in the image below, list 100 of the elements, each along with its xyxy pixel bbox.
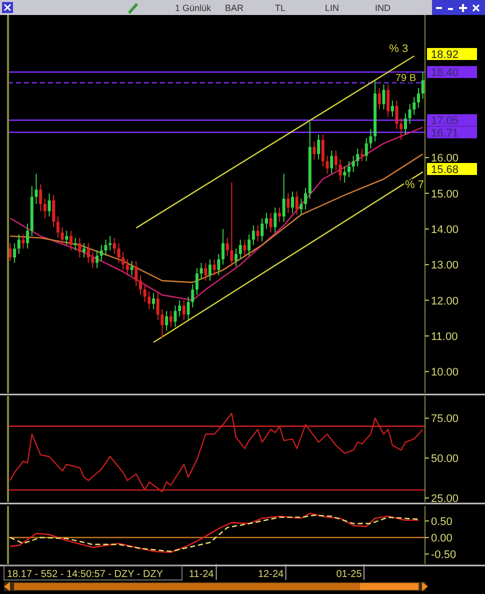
y-tick-label: 10.00 <box>431 366 459 379</box>
candlestick <box>364 138 368 162</box>
candlestick <box>152 292 156 310</box>
candlestick <box>252 224 255 246</box>
candlestick <box>400 118 403 140</box>
y-tick-label: -0.50 <box>431 549 456 562</box>
line-series <box>10 153 424 284</box>
candlestick <box>82 242 86 258</box>
candlestick <box>356 148 360 168</box>
candlestick <box>222 228 225 266</box>
candlestick <box>248 234 251 256</box>
candlestick <box>282 173 286 222</box>
candlestick <box>226 237 229 256</box>
candlestick <box>34 173 38 204</box>
text: IND <box>375 3 391 13</box>
ref-line-label: 79 B <box>395 72 416 84</box>
candlestick <box>91 252 94 269</box>
candlestick <box>191 284 194 308</box>
candlestick <box>169 310 172 328</box>
candlestick <box>26 223 30 250</box>
candlestick <box>65 230 68 246</box>
candlestick <box>269 212 272 234</box>
candlestick <box>412 96 416 116</box>
candlestick <box>143 284 146 303</box>
candlestick <box>212 258 216 276</box>
text: BAR <box>225 3 244 13</box>
candlestick <box>126 258 129 276</box>
candlestick <box>238 239 242 260</box>
candlestick <box>208 258 212 282</box>
text: 18.17 - 552 - 14:50:57 - DZY - DZY <box>7 569 164 580</box>
candlestick <box>17 234 20 254</box>
candlestick <box>278 207 281 222</box>
candlestick <box>264 212 268 230</box>
y-tick-label: 16.00 <box>431 152 459 165</box>
x-tick-label: 12-24 <box>258 569 284 580</box>
text: 18.92 <box>431 49 459 61</box>
candlestick <box>200 262 203 280</box>
candlestick <box>260 218 264 242</box>
line-series <box>10 126 424 301</box>
x-tick-label: 11-24 <box>188 569 214 580</box>
candlestick <box>130 260 134 276</box>
candlestick <box>186 296 190 320</box>
candlestick <box>182 300 186 320</box>
candlestick <box>74 237 77 251</box>
candlestick <box>148 290 151 310</box>
candlestick <box>330 150 334 174</box>
text: LIN <box>325 3 340 13</box>
candlestick <box>165 310 168 332</box>
candlestick <box>304 187 308 210</box>
x-tick-label: 01-25 <box>336 569 362 580</box>
candlestick <box>96 250 99 269</box>
ref-line-label: 16.71 <box>431 127 459 140</box>
candlestick <box>386 84 390 118</box>
y-tick-label: 15.00 <box>431 188 459 200</box>
text: TL <box>275 3 286 13</box>
candlestick <box>78 237 82 258</box>
candlestick <box>382 84 386 110</box>
y-tick-label: 25.00 <box>431 493 459 506</box>
candlestick <box>48 192 51 217</box>
candlestick <box>22 234 25 250</box>
candlestick <box>56 216 60 238</box>
candlestick <box>321 134 324 168</box>
candlestick <box>43 198 46 219</box>
candlestick <box>395 100 398 130</box>
text: 1 Günlük <box>175 3 212 13</box>
y-tick-label: 50.00 <box>431 453 459 466</box>
candlestick <box>291 191 294 214</box>
candlestick <box>274 207 277 234</box>
candlestick <box>112 237 116 254</box>
candlestick <box>421 72 424 100</box>
y-tick-label: 0.00 <box>431 532 452 544</box>
candlestick <box>117 242 120 264</box>
candlestick <box>408 104 412 124</box>
candlestick <box>326 155 329 174</box>
candlestick <box>178 300 182 317</box>
candlestick <box>156 292 160 320</box>
candlestick <box>404 112 407 135</box>
candlestick <box>338 158 342 182</box>
candlestick <box>378 88 381 110</box>
line-series <box>10 412 424 492</box>
candlestick <box>138 274 142 296</box>
candlestick <box>352 155 355 172</box>
candlestick <box>369 128 372 150</box>
candlestick <box>312 141 316 160</box>
series-label: % 3 <box>389 43 408 56</box>
ref-line-label: 17.05 <box>431 115 459 128</box>
ref-line-label: 18.40 <box>431 67 459 80</box>
candlestick <box>195 268 198 296</box>
candlestick <box>256 224 260 242</box>
candlestick <box>295 191 298 216</box>
candlestick <box>347 160 350 178</box>
candlestick <box>39 184 42 212</box>
y-tick-label: 12.00 <box>431 295 459 308</box>
candlestick <box>108 236 112 251</box>
y-tick-label: 14.00 <box>431 224 459 236</box>
candlestick <box>60 226 64 246</box>
y-tick-label: 11.00 <box>431 330 458 343</box>
y-tick-label: 75.00 <box>431 413 459 426</box>
series-label: % 7 <box>405 178 424 191</box>
candlestick <box>134 260 138 287</box>
